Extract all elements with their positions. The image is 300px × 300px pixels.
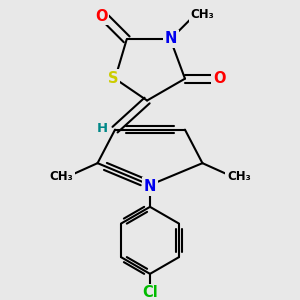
Text: H: H — [96, 122, 107, 135]
Text: N: N — [165, 31, 177, 46]
Text: O: O — [213, 71, 226, 86]
Text: CH₃: CH₃ — [49, 170, 73, 183]
Text: S: S — [108, 70, 119, 86]
Text: CH₃: CH₃ — [190, 8, 214, 21]
Text: O: O — [95, 8, 107, 23]
Text: CH₃: CH₃ — [227, 170, 251, 183]
Text: Cl: Cl — [142, 285, 158, 300]
Text: N: N — [144, 179, 156, 194]
